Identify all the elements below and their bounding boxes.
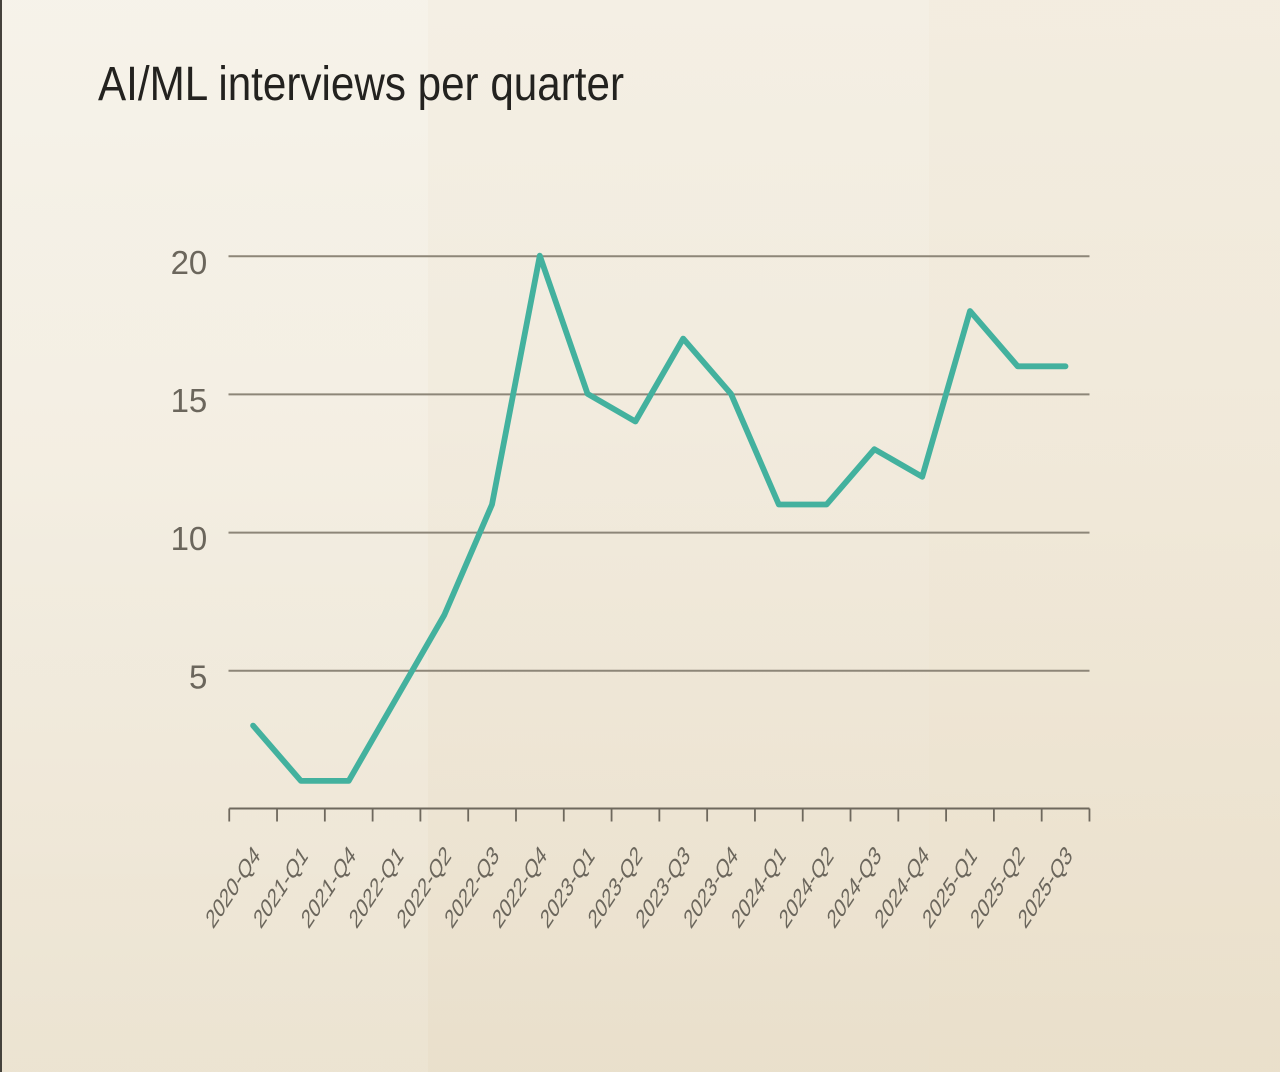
svg-text:15: 15 xyxy=(171,382,208,419)
svg-text:AI/ML interviews per quarter: AI/ML interviews per quarter xyxy=(98,58,624,111)
svg-text:10: 10 xyxy=(171,520,208,557)
svg-text:5: 5 xyxy=(189,658,207,695)
svg-text:20: 20 xyxy=(171,244,208,281)
